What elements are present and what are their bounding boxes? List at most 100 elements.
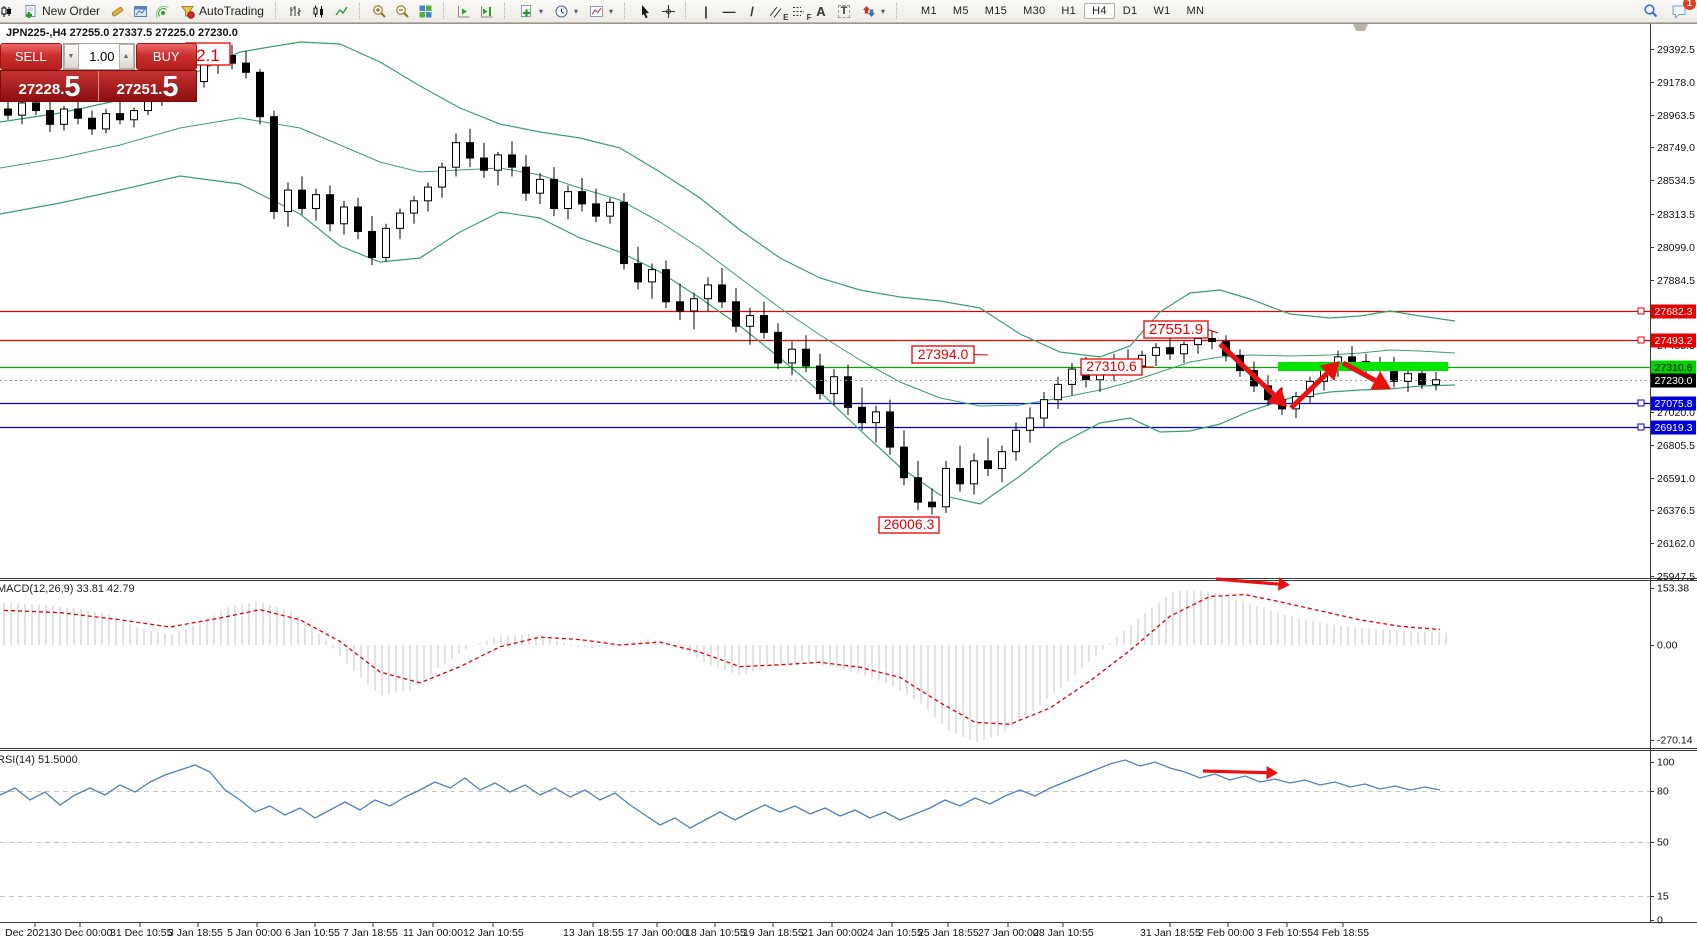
timeframe-h1[interactable]: H1 xyxy=(1061,5,1077,17)
svg-text:27551.9: 27551.9 xyxy=(1149,321,1203,338)
time-label: 18 Jan 10:55 xyxy=(685,927,746,939)
svg-text:27682.3: 27682.3 xyxy=(1655,306,1693,318)
timeframe-mn[interactable]: MN xyxy=(1186,5,1205,17)
bollinger-upper-band xyxy=(0,41,1456,358)
styler-icon[interactable] xyxy=(107,2,127,21)
periods-button[interactable]: ▾ xyxy=(550,2,582,21)
volume-stepper: ▼ ▲ xyxy=(62,43,135,70)
arrow-tools-icon xyxy=(861,4,876,19)
dropdown-arrow-icon: ▾ xyxy=(608,6,613,16)
autotrading-button[interactable]: AutoTrading xyxy=(176,2,268,21)
bollinger-bands xyxy=(0,41,1456,505)
volume-increase-button[interactable]: ▲ xyxy=(118,44,134,69)
price-annotation[interactable]: 27310.6 xyxy=(1080,358,1154,376)
axis-price-label: 27493.2 xyxy=(1651,333,1696,348)
rsi-axis-label: 15 xyxy=(1657,891,1669,903)
current-price-label: 27230.0 xyxy=(1651,373,1696,388)
bar-chart-icon[interactable] xyxy=(286,2,306,21)
text-icon[interactable]: A xyxy=(816,3,826,19)
svg-text:26919.3: 26919.3 xyxy=(1655,422,1693,434)
sell-button[interactable]: SELL xyxy=(0,43,62,70)
highlight-zone[interactable] xyxy=(1278,362,1448,371)
sell-price: 27228. 5 xyxy=(18,71,81,104)
text-label-icon[interactable]: T xyxy=(834,2,854,21)
timeframe-m30[interactable]: M30 xyxy=(1023,5,1046,17)
price-annotation[interactable]: 2.1 xyxy=(185,42,231,66)
rsi-line xyxy=(0,759,1441,829)
tile-windows-icon[interactable] xyxy=(416,2,436,21)
svg-text:2.1: 2.1 xyxy=(196,46,220,65)
new-order-icon xyxy=(23,4,38,19)
new-order-label: New Order xyxy=(42,4,101,18)
time-label: 19 Jan 18:55 xyxy=(743,927,804,939)
time-label: 6 Jan 10:55 xyxy=(285,927,340,939)
buy-button[interactable]: BUY xyxy=(135,43,197,70)
price-tick-label: 26162.0 xyxy=(1657,538,1695,550)
chart-shift-icon[interactable] xyxy=(477,2,497,21)
candlesticks xyxy=(4,44,1440,515)
price-tick-label: 29178.0 xyxy=(1657,77,1695,89)
price-tick-label: 28313.5 xyxy=(1657,209,1695,221)
auto-scroll-icon[interactable] xyxy=(454,2,474,21)
autotrading-icon xyxy=(180,4,195,19)
time-label: 28 Jan 10:55 xyxy=(1033,927,1094,939)
axis-price-label: 26919.3 xyxy=(1651,420,1696,435)
cursor-icon[interactable] xyxy=(635,2,655,21)
dropdown-arrow-icon: ▾ xyxy=(573,6,578,16)
horizontal-line-icon[interactable]: — xyxy=(722,3,736,19)
price-annotation[interactable]: 27394.0 xyxy=(911,345,989,364)
equidistant-channel-icon[interactable]: E xyxy=(765,2,789,21)
trend-arrow[interactable] xyxy=(1341,360,1391,390)
candlestick-chart-icon[interactable] xyxy=(309,2,329,21)
volume-decrease-button[interactable]: ▼ xyxy=(63,44,79,69)
line-handle[interactable] xyxy=(1637,336,1645,344)
macd-label: MACD(12,26,9) 33.81 42.79 xyxy=(0,583,135,595)
price-annotation[interactable]: 26006.3 xyxy=(878,516,940,534)
trendline-icon[interactable]: / xyxy=(750,3,754,19)
price-tick-label: 26376.5 xyxy=(1657,505,1695,517)
chart-title: JPN225-,H4 27255.0 27337.5 27225.0 27230… xyxy=(6,27,238,39)
notifications-button[interactable]: 1 xyxy=(1669,0,1696,21)
search-icon[interactable] xyxy=(1641,2,1661,21)
axis-price-label: 27682.3 xyxy=(1651,304,1696,319)
timeframe-h4[interactable]: H4 xyxy=(1084,3,1115,19)
chart-shift-marker[interactable] xyxy=(1353,24,1368,31)
line-handle[interactable] xyxy=(1637,399,1645,407)
autotrading-label: AutoTrading xyxy=(199,4,264,18)
macd-histogram xyxy=(3,590,1447,742)
zoom-out-icon[interactable] xyxy=(393,2,413,21)
line-chart-icon[interactable] xyxy=(332,2,352,21)
time-label: 27 Jan 00:00 xyxy=(978,927,1039,939)
vertical-line-icon[interactable]: | xyxy=(704,3,708,19)
zoom-in-icon[interactable] xyxy=(370,2,390,21)
chart-window-icon[interactable] xyxy=(130,2,150,21)
macd-arrow[interactable] xyxy=(1215,577,1290,591)
time-label: 17 Jan 00:00 xyxy=(627,927,688,939)
trend-arrow[interactable] xyxy=(1289,361,1340,410)
timeframe-m1[interactable]: M1 xyxy=(921,5,937,17)
signals-icon[interactable] xyxy=(153,2,173,21)
svg-text:27310.6: 27310.6 xyxy=(1655,362,1693,374)
fibonacci-icon[interactable]: F xyxy=(788,2,812,21)
line-handle[interactable] xyxy=(1637,307,1645,315)
time-label: 30 Dec 00:00 xyxy=(50,927,113,939)
price-annotation[interactable]: 27551.9 xyxy=(1143,320,1219,339)
templates-button[interactable]: ▾ xyxy=(585,2,617,21)
timeframe-m5[interactable]: M5 xyxy=(952,5,969,17)
indicators-button[interactable]: ▾ xyxy=(515,2,547,21)
rsi-label: RSI(14) 51.5000 xyxy=(0,754,78,766)
time-label: 11 Jan 00:00 xyxy=(403,927,463,939)
trend-arrow[interactable] xyxy=(1218,342,1287,407)
macd-axis-label: -270.14 xyxy=(1657,735,1693,747)
timeframe-m15[interactable]: M15 xyxy=(984,5,1008,17)
line-handle[interactable] xyxy=(1637,423,1645,431)
timeframe-d1[interactable]: D1 xyxy=(1122,5,1138,17)
crosshair-icon[interactable] xyxy=(658,2,678,21)
new-order-button[interactable]: New Order xyxy=(19,2,104,21)
timeframe-w1[interactable]: W1 xyxy=(1153,5,1171,17)
volume-input[interactable] xyxy=(78,44,119,69)
rsi-arrow[interactable] xyxy=(1202,765,1278,780)
arrow-tools-button[interactable]: ▾ xyxy=(857,2,889,21)
chart-icon[interactable] xyxy=(0,2,16,21)
